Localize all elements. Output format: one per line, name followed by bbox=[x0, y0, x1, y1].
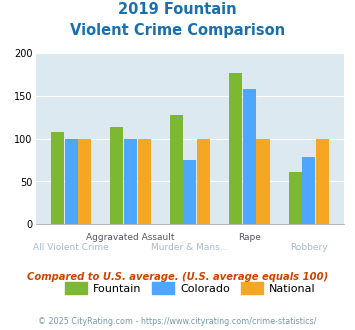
Bar bbox=[289, 172, 302, 224]
Text: Compared to U.S. average. (U.S. average equals 100): Compared to U.S. average. (U.S. average … bbox=[27, 272, 328, 282]
Text: Robbery: Robbery bbox=[290, 243, 328, 251]
Bar bbox=[184, 160, 196, 224]
Bar bbox=[78, 139, 91, 224]
Text: © 2025 CityRating.com - https://www.cityrating.com/crime-statistics/: © 2025 CityRating.com - https://www.city… bbox=[38, 317, 317, 326]
Text: 2019 Fountain: 2019 Fountain bbox=[118, 2, 237, 16]
Text: Murder & Mans...: Murder & Mans... bbox=[151, 243, 229, 251]
Bar bbox=[110, 127, 124, 224]
Bar bbox=[51, 132, 64, 224]
Bar bbox=[65, 139, 78, 224]
Bar bbox=[229, 73, 242, 224]
Text: Rape: Rape bbox=[238, 233, 261, 242]
Text: All Violent Crime: All Violent Crime bbox=[33, 243, 109, 251]
Bar bbox=[302, 157, 315, 224]
Legend: Fountain, Colorado, National: Fountain, Colorado, National bbox=[60, 278, 320, 298]
Bar bbox=[124, 140, 137, 224]
Text: Violent Crime Comparison: Violent Crime Comparison bbox=[70, 23, 285, 38]
Bar bbox=[256, 139, 269, 224]
Bar bbox=[316, 139, 329, 224]
Bar bbox=[170, 115, 183, 224]
Bar bbox=[197, 139, 210, 224]
Bar bbox=[243, 89, 256, 224]
Text: Aggravated Assault: Aggravated Assault bbox=[86, 233, 175, 242]
Bar bbox=[138, 139, 151, 224]
